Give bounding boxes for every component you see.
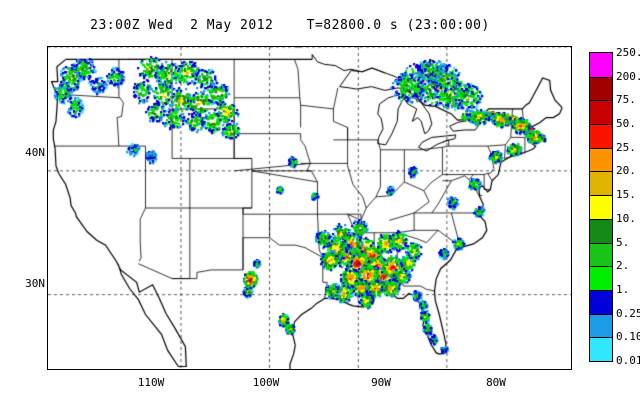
- precipitation-map[interactable]: [48, 47, 571, 369]
- colorbar-band: [590, 266, 612, 290]
- colorbar-tick-label: 10.: [616, 211, 636, 225]
- colorbar-band: [590, 100, 612, 125]
- colorbar-tick-label: 25.: [616, 140, 636, 154]
- y-axis-labels: 40N 30N: [0, 0, 45, 400]
- colorbar-band: [590, 76, 612, 101]
- x-tick-label: 110W: [137, 376, 165, 389]
- colorbar-band: [590, 313, 612, 338]
- colorbar-tick-label: 200.: [616, 69, 640, 83]
- y-tick-label: 30N: [25, 277, 45, 290]
- colorbar-band: [590, 147, 612, 172]
- colorbar-tick-label: 0.25: [616, 306, 640, 320]
- colorbar-band: [590, 53, 612, 77]
- colorbar-band: [590, 337, 612, 361]
- colorbar-band: [590, 195, 612, 219]
- colorbar-band: [590, 218, 612, 243]
- colorbar-tick-label: 5.: [616, 235, 630, 249]
- colorbar-band: [590, 171, 612, 196]
- colorbar-tick-label: 0.01: [616, 354, 640, 367]
- colorbar-tick-label: 50.: [616, 117, 636, 131]
- colorbar-tick-label: 75.: [616, 93, 636, 107]
- colorbar-tick-label: 0.10: [616, 330, 640, 344]
- colorbar-band: [590, 124, 612, 148]
- colorbar-band: [590, 289, 612, 314]
- colorbar[interactable]: [589, 52, 613, 362]
- colorbar-tick-label: 2.: [616, 259, 630, 273]
- x-tick-label: 90W: [371, 376, 391, 389]
- colorbar-tick-label: 1.: [616, 282, 630, 296]
- colorbar-tick-label: 15.: [616, 188, 636, 202]
- colorbar-tick-label: 20.: [616, 164, 636, 178]
- x-tick-label: 80W: [486, 376, 506, 389]
- y-tick-label: 40N: [25, 146, 45, 159]
- colorbar-band: [590, 242, 612, 267]
- colorbar-tick-label: 250.: [616, 46, 640, 59]
- map-plot-frame[interactable]: [47, 46, 572, 370]
- page-title: 23:00Z Wed 2 May 2012 T=82800.0 s (23:00…: [90, 18, 490, 33]
- x-tick-label: 100W: [252, 376, 280, 389]
